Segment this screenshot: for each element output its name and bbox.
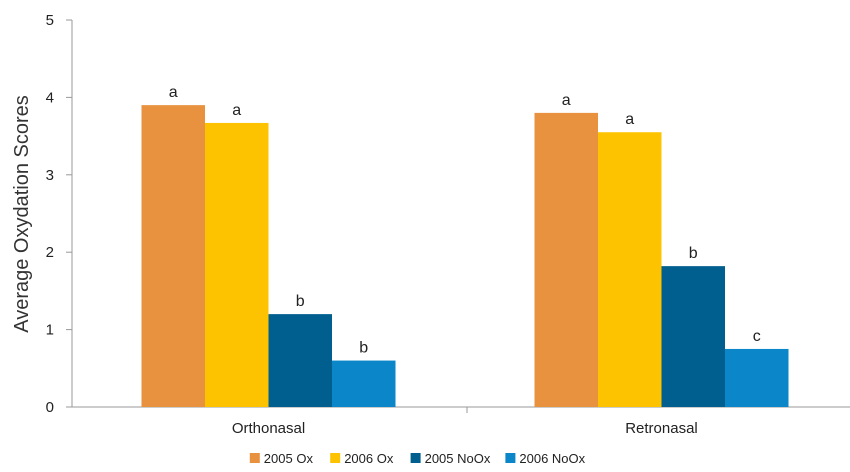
legend: 2005 Ox 2006 Ox 2005 NoOx 2006 NoOx xyxy=(249,451,586,466)
legend-swatch xyxy=(410,453,421,463)
y-tick-label: 5 xyxy=(46,12,54,29)
y-ticks: 0 1 2 3 4 5 xyxy=(46,12,72,416)
legend-swatch xyxy=(330,453,341,463)
bar-2006-ox-orthonasal xyxy=(205,122,269,407)
bar-significance-label: b xyxy=(296,293,305,310)
legend-entry-label: 2006 NoOx xyxy=(519,451,585,466)
legend-swatch xyxy=(505,453,516,463)
bar-2005-noox-orthonasal xyxy=(268,314,332,407)
y-tick-label: 3 xyxy=(46,167,54,184)
bar-2006-noox-orthonasal xyxy=(332,360,396,407)
bar-significance-label: c xyxy=(753,328,761,345)
y-tick-label: 4 xyxy=(46,89,54,106)
bar-significance-label: a xyxy=(562,92,571,109)
bar-2005-ox-retronasal xyxy=(534,112,598,407)
bar-2006-noox-retronasal xyxy=(725,348,789,407)
y-axis-label: Average Oxydation Scores xyxy=(11,95,33,333)
bar-significance-label: a xyxy=(232,102,241,119)
bar-2005-ox-orthonasal xyxy=(141,105,205,407)
y-tick-label: 1 xyxy=(46,322,54,339)
legend-entry-label: 2005 Ox xyxy=(264,451,314,466)
bars-group: a a b b a a b c xyxy=(141,84,789,408)
legend-entry-label: 2006 Ox xyxy=(344,451,394,466)
legend-swatch xyxy=(249,453,260,463)
bar-significance-label: b xyxy=(689,245,698,262)
bar-significance-label: b xyxy=(359,340,368,357)
category-label-retronasal: Retronasal xyxy=(625,420,698,437)
bar-significance-label: a xyxy=(169,84,178,101)
bar-significance-label: a xyxy=(625,111,634,128)
y-tick-label: 0 xyxy=(46,399,54,416)
legend-entry-label: 2005 NoOx xyxy=(425,451,491,466)
bar-2006-ox-retronasal xyxy=(598,132,662,408)
category-labels: Orthonasal Retronasal xyxy=(232,420,698,437)
y-tick-label: 2 xyxy=(46,244,54,261)
bar-2005-noox-retronasal xyxy=(661,266,725,407)
category-label-orthonasal: Orthonasal xyxy=(232,420,305,437)
